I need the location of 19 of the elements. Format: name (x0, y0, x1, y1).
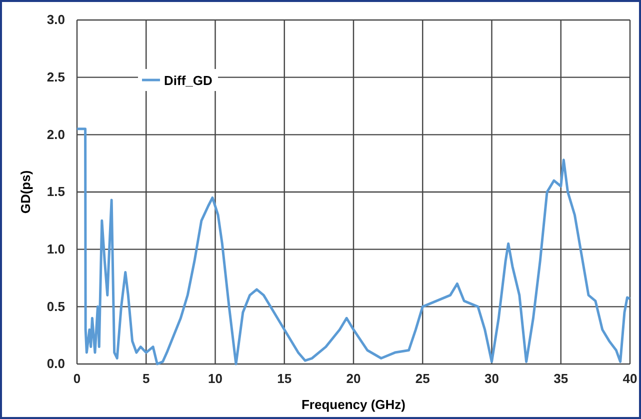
y-tick-label: 0.0 (46, 356, 65, 372)
y-axis-title: GD(ps) (18, 170, 33, 214)
y-tick-label: 0.5 (46, 298, 65, 314)
y-tick-label: 3.0 (46, 12, 65, 28)
x-tick-label: 40 (622, 371, 638, 386)
legend-label: Diff_GD (164, 73, 212, 88)
x-tick-label: 35 (554, 371, 568, 386)
x-tick-label: 30 (484, 371, 499, 386)
x-tick-label: 20 (346, 371, 361, 386)
x-tick-label: 15 (277, 371, 292, 386)
y-tick-label: 1.0 (46, 241, 65, 256)
x-tick-label: 5 (142, 371, 150, 386)
x-tick-label: 10 (208, 371, 222, 386)
y-tick-label: 2.0 (46, 126, 65, 142)
x-tick-label: 0 (73, 371, 81, 386)
y-tick-label: 1.5 (46, 184, 65, 200)
x-tick-label: 25 (415, 371, 430, 386)
x-axis-title: Frequency (GHz) (301, 397, 406, 412)
y-tick-label: 2.5 (46, 69, 65, 84)
